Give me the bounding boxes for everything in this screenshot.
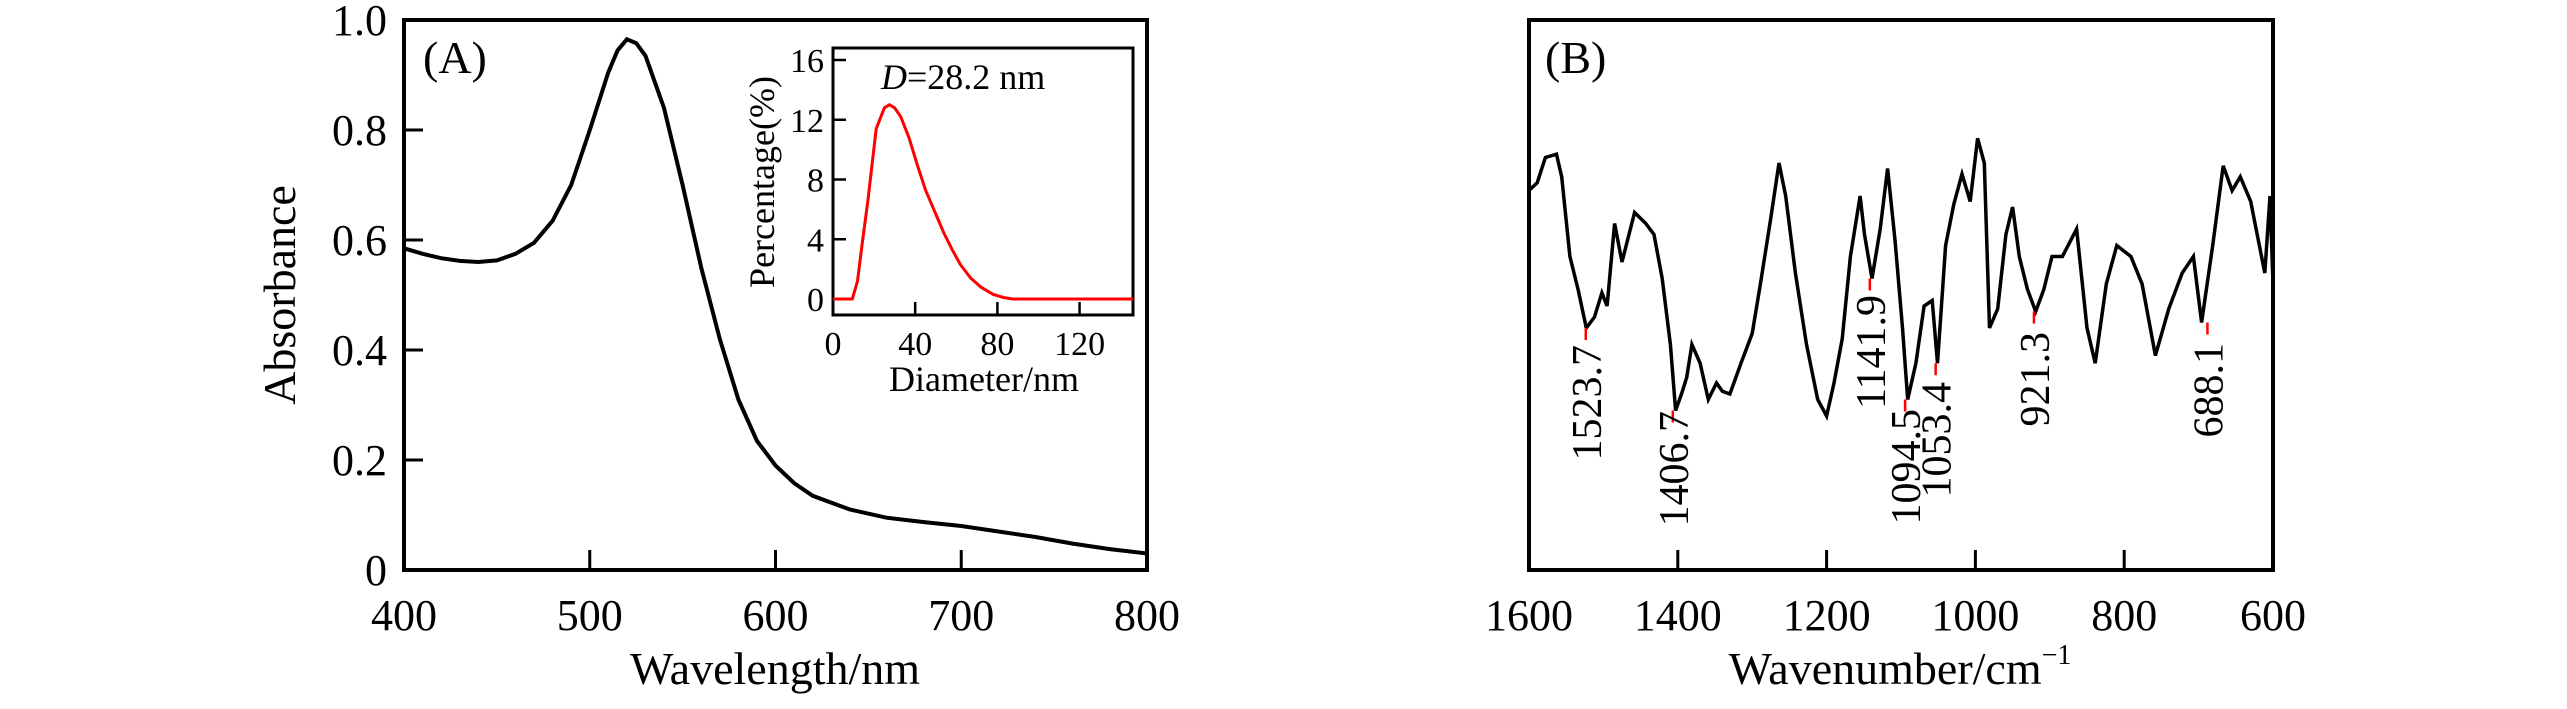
inset-x-title: Diameter/nm bbox=[889, 359, 1079, 399]
inset-x-tick-label: 120 bbox=[1054, 326, 1105, 363]
inset-x-tick-label: 80 bbox=[980, 326, 1014, 363]
x-axis-title-b: Wavenumber/cm−1 bbox=[1729, 640, 2072, 694]
x-tick-label: 1200 bbox=[1783, 591, 1871, 640]
y-tick-label: 0 bbox=[365, 546, 387, 595]
panel-b-frame bbox=[1527, 18, 2275, 572]
x-axis-title-b-sup: −1 bbox=[2042, 640, 2072, 671]
ftir-line bbox=[1527, 137, 2275, 421]
peak-label: 1406.7 bbox=[1652, 411, 1698, 527]
y-tick-label: 0.6 bbox=[332, 216, 387, 265]
x-tick-label: 1000 bbox=[1931, 591, 2019, 640]
inset-x-tick-label: 0 bbox=[825, 326, 842, 363]
x-tick-label: 800 bbox=[1114, 591, 1180, 640]
annotation-value: =28.2 nm bbox=[907, 57, 1045, 97]
y-axis-title-a: Absorbance bbox=[254, 185, 305, 405]
inset-y-title: Percentage(%) bbox=[742, 76, 782, 288]
peak-label: 1094.5 bbox=[1884, 409, 1930, 525]
panel-a: (A) 400 500 600 700 800 00.20.40.60.81.0 Wav… bbox=[254, 0, 1180, 694]
inset-frame bbox=[831, 46, 1135, 317]
inset-annotation: D=28.2 nm bbox=[880, 57, 1045, 97]
x-tick-label: 400 bbox=[371, 591, 437, 640]
x-tick-label: 800 bbox=[2091, 591, 2157, 640]
x-axis-title-b-text: Wavenumber/cm bbox=[1729, 643, 2042, 694]
panel-a-label: (A) bbox=[423, 32, 487, 83]
inset-y-tick-label: 12 bbox=[790, 103, 824, 140]
y-tick-label: 0.2 bbox=[332, 436, 387, 485]
y-tick-label: 0.4 bbox=[332, 326, 387, 375]
uv-vis-line bbox=[403, 36, 1148, 556]
peak-label: 1523.7 bbox=[1565, 345, 1611, 461]
y-tick-label: 0.8 bbox=[332, 106, 387, 155]
annotation-d: D bbox=[880, 57, 907, 97]
panel-b-label: (B) bbox=[1545, 32, 1606, 83]
inset: 0 40 80 120 0 4 8 12 16 D=28.2 nm Diameter/nm P… bbox=[742, 43, 1135, 399]
inset-y-tick-label: 0 bbox=[807, 282, 824, 319]
x-tick-label: 700 bbox=[928, 591, 994, 640]
inset-x-tick-label: 40 bbox=[898, 326, 932, 363]
peak-label: 1141.9 bbox=[1849, 295, 1895, 409]
y-tick-label: 1.0 bbox=[332, 0, 387, 45]
peak-label: 921.3 bbox=[2013, 332, 2059, 427]
x-tick-label: 600 bbox=[2240, 591, 2306, 640]
panel-b: (B) 1600 1400 1200 1000 800 600 1523.7 1406.7 1… bbox=[1485, 18, 2306, 694]
x-tick-label: 1400 bbox=[1634, 591, 1722, 640]
x-axis-title-a: Wavelength/nm bbox=[630, 643, 920, 694]
inset-y-tick-label: 16 bbox=[790, 43, 824, 80]
inset-y-tick-label: 4 bbox=[807, 222, 824, 259]
peak-label: 688.1 bbox=[2186, 343, 2232, 438]
size-distribution-line bbox=[833, 103, 1133, 301]
x-tick-label: 1600 bbox=[1485, 591, 1573, 640]
x-tick-label: 500 bbox=[557, 591, 623, 640]
inset-y-tick-label: 8 bbox=[807, 163, 824, 200]
x-tick-label: 600 bbox=[743, 591, 809, 640]
peak-label: 1053.4 bbox=[1915, 382, 1961, 498]
